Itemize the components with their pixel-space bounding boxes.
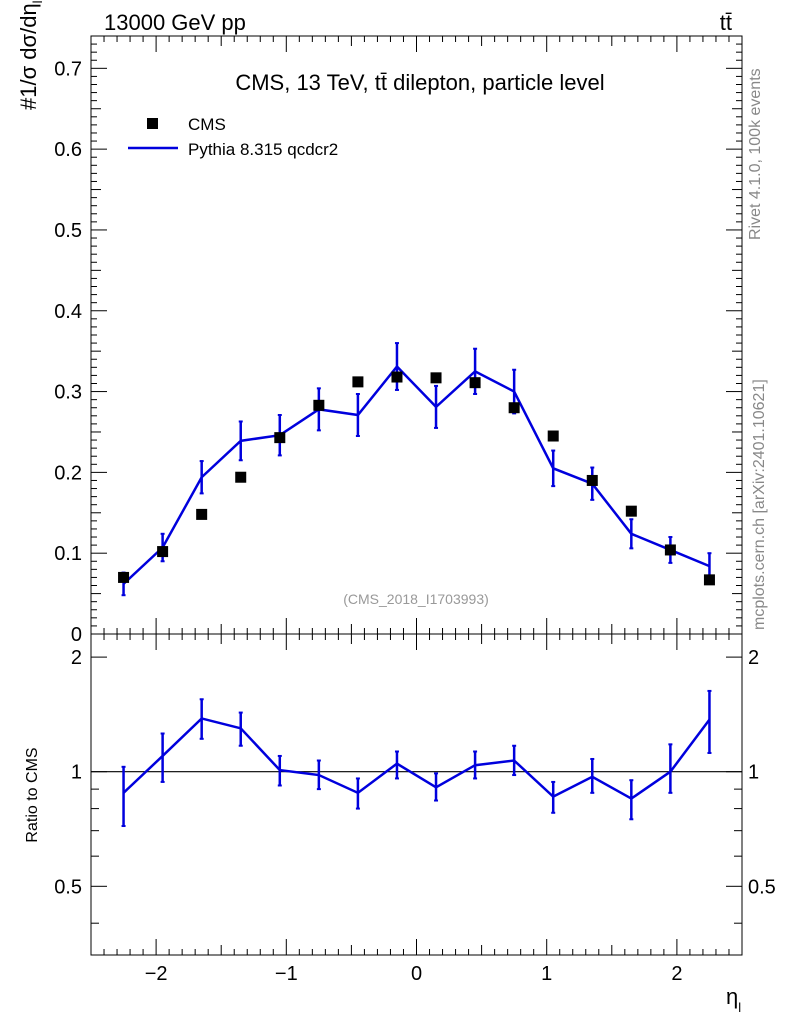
cms-data-point [430, 372, 442, 384]
xtick-label: 2 [671, 963, 682, 985]
cms-data-point [586, 474, 598, 486]
ratio-line [122, 717, 711, 801]
ratio-ytick-label: 0.5 [54, 876, 82, 898]
main-ytick-label: 0.6 [54, 139, 82, 161]
xlabel: ηl [726, 984, 741, 1015]
main-ticks: 0 0.1 0.2 0.3 0.4 0.5 0.6 0.7 [54, 35, 743, 646]
ratio-frame [90, 633, 743, 956]
main-panel: 0 0.1 0.2 0.3 0.4 0.5 0.6 0.7 CMS, 13 TeV, tt̄ … [16, 0, 743, 646]
analysis-watermark: (CMS_2018_I1703993) [343, 591, 489, 607]
cms-data-point [625, 505, 637, 517]
cms-data-point [157, 546, 169, 558]
main-ytick-label: 0.4 [54, 301, 82, 323]
ratio-ytick-label-right: 1 [748, 762, 759, 784]
xlabel-sub: l [738, 1000, 741, 1015]
header-process-label: tt̄ [720, 10, 732, 35]
main-ylabel: #1/σ dσ/dηl [16, 0, 45, 110]
cms-data-point [118, 571, 130, 583]
cms-data-point [547, 430, 559, 442]
legend-marker-cms [147, 118, 158, 129]
cms-data-point [469, 377, 481, 389]
main-marks [118, 342, 715, 597]
rivet-label: Rivet 4.1.0, 100k events [747, 68, 764, 240]
main-ytick-label: 0.1 [54, 543, 82, 565]
cms-data-point [352, 376, 364, 388]
cms-data-point [196, 508, 208, 520]
ratio-marks [121, 689, 712, 828]
xtick-label: 1 [541, 963, 552, 985]
main-ytick-label: 0.5 [54, 220, 82, 242]
main-ylabel-prefix: # [16, 97, 41, 110]
mcplots-label: mcplots.cern.ch [arXiv:2401.10621] [751, 379, 768, 630]
ratio-ticks: −2 −1 0 1 2 0.5 0.5 1 1 2 2 [54, 634, 776, 985]
main-ylabel-sub: l [30, 0, 45, 3]
cms-data-point [274, 432, 286, 444]
xtick-label: 0 [411, 963, 422, 985]
xtick-label: −1 [275, 963, 298, 985]
ratio-ytick-label-right: 2 [748, 647, 759, 669]
xtick-label: −2 [145, 963, 168, 985]
legend-label-cms: CMS [188, 115, 226, 134]
header-collision-label: 13000 GeV pp [104, 10, 246, 35]
main-ylabel-text: 1/σ dσ/dη [16, 3, 41, 97]
legend-label-pythia: Pythia 8.315 qcdcr2 [188, 140, 338, 159]
ratio-ylabel: Ratio to CMS [24, 747, 41, 842]
cms-data-point [664, 544, 676, 556]
main-ytick-label: 0.7 [54, 58, 82, 80]
cms-data-point [703, 574, 715, 586]
xlabel-text: η [726, 984, 738, 1009]
svg-text:#1/σ dσ/dηl: #1/σ dσ/dηl [16, 0, 45, 110]
ratio-panel: −2 −1 0 1 2 0.5 0.5 1 1 2 2 Ratio to CMS [24, 633, 776, 985]
main-ytick-label: 0.3 [54, 382, 82, 404]
cms-data-point [235, 471, 247, 483]
pythia-line [122, 364, 710, 585]
main-ytick-label: 0.2 [54, 462, 82, 484]
ratio-ytick-label: 1 [71, 762, 82, 784]
cms-data-point [508, 402, 520, 414]
main-title: CMS, 13 TeV, tt̄ dilepton, particle leve… [235, 70, 604, 95]
main-ytick-label: 0 [71, 624, 82, 646]
legend: CMS Pythia 8.315 qcdcr2 [128, 115, 338, 159]
ratio-ytick-label-right: 0.5 [748, 876, 776, 898]
ratio-ytick-label: 2 [71, 647, 82, 669]
cms-data-point [391, 371, 403, 383]
cms-data-point [313, 399, 325, 411]
